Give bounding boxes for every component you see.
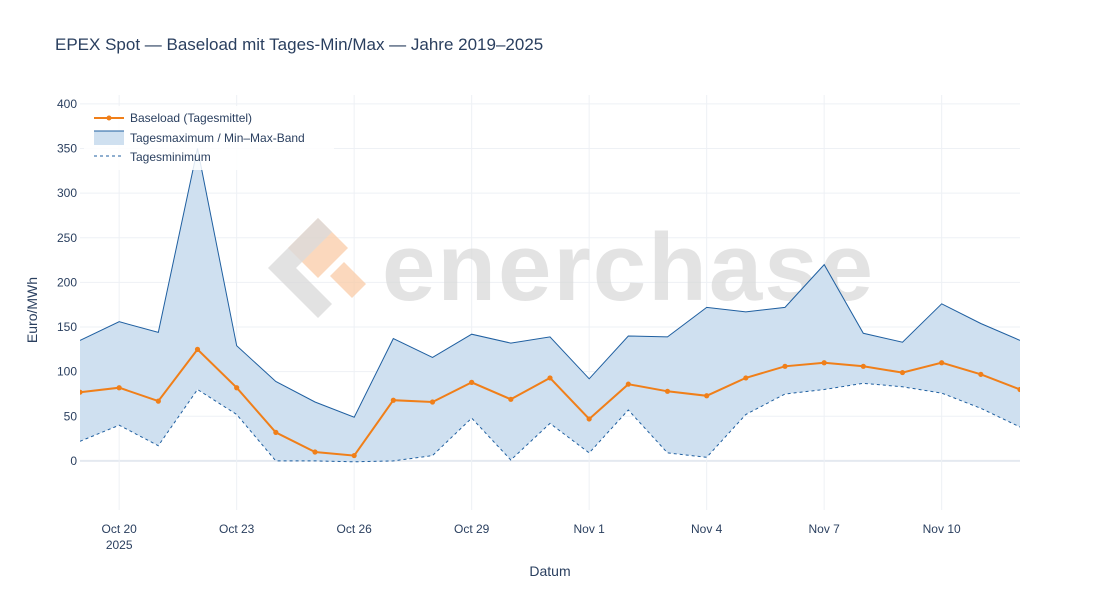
chart-title: EPEX Spot — Baseload mit Tages-Min/Max —…: [55, 35, 543, 54]
x-tick-label: Oct 29: [454, 522, 490, 536]
y-axis-ticks: 0 50 100 150 200 250 300 350 400: [57, 97, 77, 468]
x-tick-label: Nov 10: [923, 522, 961, 536]
y-tick-label: 0: [70, 454, 77, 468]
baseload-point[interactable]: [312, 449, 318, 455]
series-min-line: [80, 382, 1020, 463]
y-tick-label: 350: [57, 142, 77, 156]
min-max-band: [80, 148, 1020, 462]
baseload-point[interactable]: [899, 369, 906, 376]
y-tick-label: 200: [57, 275, 77, 289]
baseload-point[interactable]: [429, 399, 436, 405]
baseload-point[interactable]: [704, 393, 710, 399]
baseload-point[interactable]: [77, 389, 83, 395]
y-tick-label: 100: [57, 365, 77, 379]
baseload-point[interactable]: [390, 397, 396, 403]
plot-area: [77, 148, 1022, 463]
baseload-point[interactable]: [273, 429, 279, 435]
series-max-line: [80, 148, 1020, 418]
x-tick-label: Oct 26: [336, 522, 372, 536]
y-tick-label: 150: [57, 320, 77, 334]
watermark: enerchase: [268, 214, 873, 321]
legend-item-baseload[interactable]: Baseload (Tagesmittel): [94, 111, 252, 125]
baseload-point[interactable]: [860, 363, 866, 369]
baseload-point[interactable]: [116, 385, 122, 391]
watermark-logo-icon: [268, 218, 366, 318]
baseload-point[interactable]: [664, 388, 671, 394]
baseload-point[interactable]: [469, 379, 475, 385]
legend[interactable]: Baseload (Tagesmittel) Tagesmaximum / Mi…: [84, 106, 334, 170]
baseload-point[interactable]: [625, 381, 631, 387]
baseload-point[interactable]: [508, 396, 514, 402]
x-tick-label: Nov 4: [691, 522, 723, 536]
x-axis-title: Datum: [529, 563, 570, 579]
y-tick-label: 250: [57, 231, 77, 245]
legend-item-max-band[interactable]: Tagesmaximum / Min–Max-Band: [94, 130, 305, 145]
y-tick-label: 50: [64, 409, 78, 423]
baseload-point[interactable]: [155, 398, 161, 404]
baseload-point[interactable]: [351, 452, 357, 459]
legend-item-min[interactable]: Tagesminimum: [94, 150, 211, 164]
y-axis-title: Euro/MWh: [24, 277, 40, 343]
legend-label-min: Tagesminimum: [130, 150, 211, 164]
x-tick-label: Nov 7: [808, 522, 840, 536]
series-baseload-points: [77, 346, 1022, 459]
baseload-point[interactable]: [1017, 386, 1022, 393]
y-tick-label: 300: [57, 186, 77, 200]
legend-background: [84, 106, 334, 170]
x-tick-label: Oct 20: [101, 522, 137, 536]
baseload-point[interactable]: [194, 346, 201, 352]
baseload-point[interactable]: [782, 363, 788, 369]
baseload-point[interactable]: [234, 385, 240, 391]
x-axis-ticks: Oct 20 2025 Oct 23 Oct 26 Oct 29 Nov 1 Nov 4 No…: [101, 522, 961, 552]
x-tick-label: Nov 1: [573, 522, 605, 536]
legend-label-baseload: Baseload (Tagesmittel): [130, 111, 252, 125]
baseload-point[interactable]: [743, 375, 749, 381]
baseload-point[interactable]: [821, 360, 827, 366]
baseload-point[interactable]: [586, 416, 592, 422]
baseload-point[interactable]: [939, 360, 945, 366]
legend-label-max: Tagesmaximum / Min–Max-Band: [130, 131, 305, 145]
baseload-point[interactable]: [978, 371, 984, 377]
x-tick-label: Oct 23: [219, 522, 255, 536]
baseload-point[interactable]: [547, 375, 553, 381]
x-tick-sublabel: 2025: [106, 538, 133, 552]
y-tick-label: 400: [57, 97, 77, 111]
